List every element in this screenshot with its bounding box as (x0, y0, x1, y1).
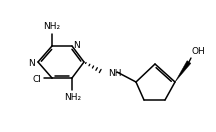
Text: N: N (28, 58, 35, 67)
Text: Cl: Cl (32, 74, 41, 84)
Text: NH₂: NH₂ (64, 93, 82, 102)
Text: N: N (73, 41, 80, 50)
Text: NH: NH (108, 70, 121, 79)
Polygon shape (175, 61, 191, 82)
Text: OH: OH (192, 47, 206, 56)
Text: NH₂: NH₂ (43, 22, 60, 31)
